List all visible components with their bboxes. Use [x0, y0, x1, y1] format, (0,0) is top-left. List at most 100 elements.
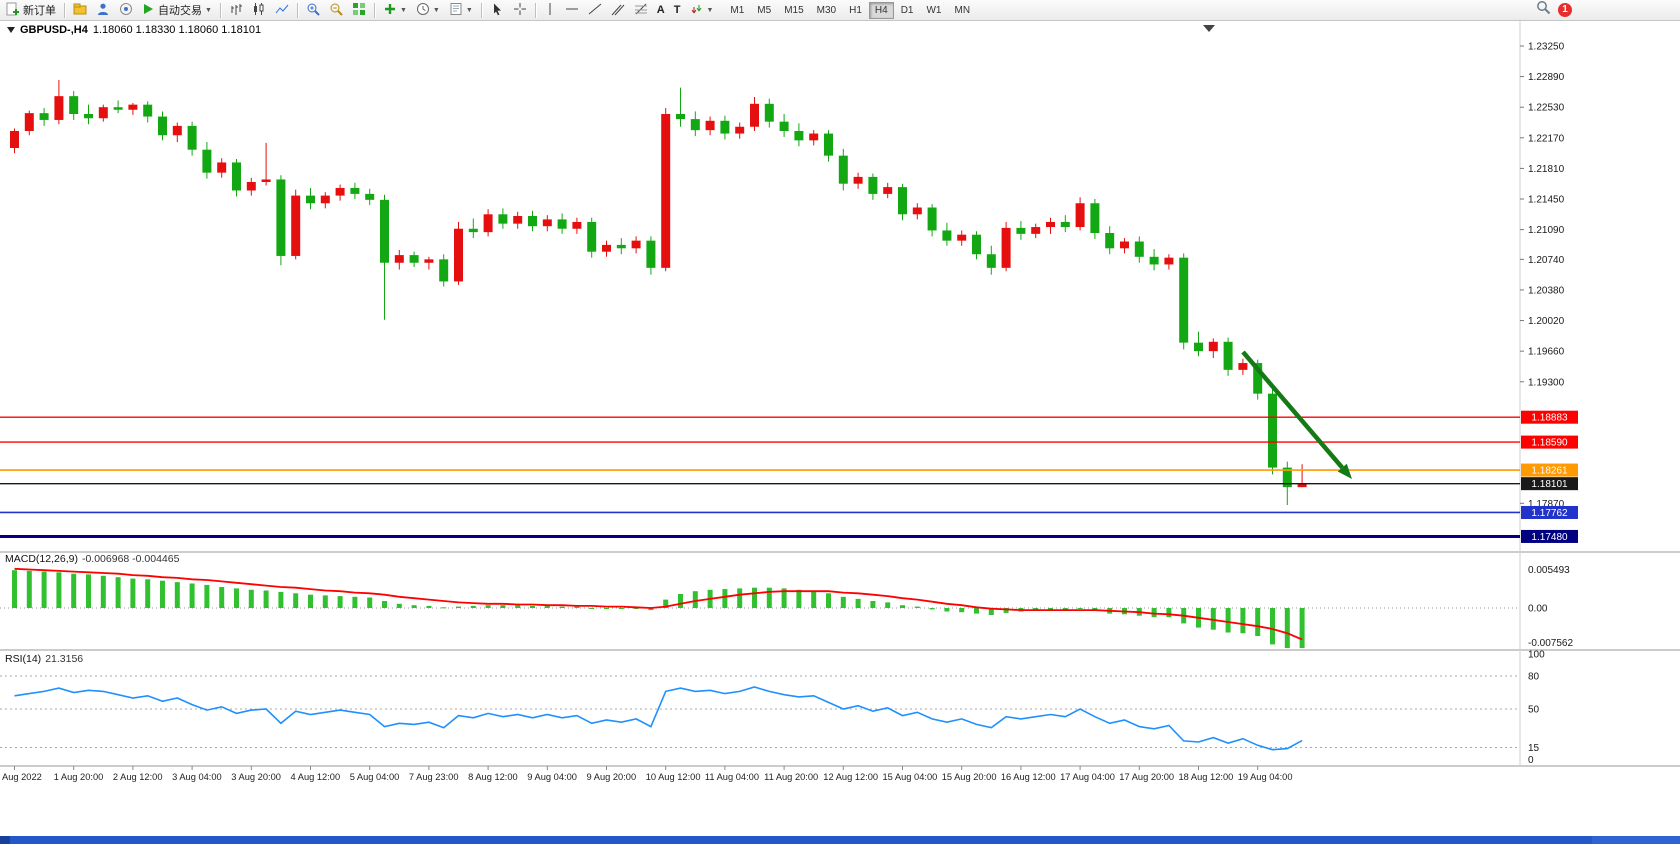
tile-windows-button[interactable] [348, 1, 370, 19]
search-icon[interactable] [1536, 0, 1551, 20]
candle [957, 230, 967, 246]
crosshair-icon [513, 2, 527, 19]
ohlc-bars-icon [229, 2, 243, 19]
text-label-tool-button[interactable]: T [670, 1, 685, 19]
cursor-tool-button[interactable] [486, 1, 508, 19]
timeframe-h1-button[interactable]: H1 [843, 2, 868, 19]
horizontal-line-tool-button[interactable] [561, 1, 583, 19]
fibonacci-tool-button[interactable] [630, 1, 652, 19]
profiles-icon [73, 2, 87, 19]
candlestick-mode-button[interactable] [248, 1, 270, 19]
time-axis-label: 9 Aug 04:00 [527, 772, 577, 782]
profiles-button[interactable] [69, 1, 91, 19]
candlestick-icon [252, 2, 266, 19]
vertical-line-tool-button[interactable] [540, 1, 560, 19]
toolbar-separator [534, 2, 536, 18]
trend-arrow-annotation[interactable] [1241, 350, 1352, 479]
line-chart-mode-button[interactable] [271, 1, 293, 19]
crosshair-tool-button[interactable] [509, 1, 531, 19]
macd-histogram-bar [604, 608, 609, 609]
notification-badge[interactable]: 1 [1558, 3, 1572, 17]
candle [498, 208, 508, 229]
chart-shift-marker[interactable] [1203, 25, 1215, 32]
price-axis-tick: 1.19660 [1528, 347, 1565, 358]
candle [84, 104, 93, 125]
zoom-out-icon [329, 2, 343, 19]
macd-histogram-bar [1077, 608, 1083, 609]
macd-name: MACD(12,26,9) [5, 553, 78, 565]
macd-histogram-bar [86, 574, 91, 608]
timeframe-m1-button[interactable]: M1 [724, 2, 750, 19]
price-axis-tick: 1.17870 [1528, 499, 1565, 510]
symbol-timeframe: GBPUSD-,H4 [20, 24, 88, 36]
macd-histogram-bar [337, 596, 343, 608]
timeframe-h4-button[interactable]: H4 [868, 1, 894, 19]
cursor-icon [490, 2, 504, 19]
candle [261, 142, 271, 186]
macd-histogram-bar [189, 583, 195, 608]
candle [54, 80, 64, 125]
price-axis-tick: 1.22170 [1528, 133, 1565, 144]
arrows-tool-button[interactable]: ▼ [685, 1, 717, 19]
arrow-symbols-icon [689, 2, 703, 19]
timeframe-m5-button[interactable]: M5 [751, 2, 777, 19]
timeframe-w1-button[interactable]: W1 [920, 2, 947, 19]
price-line-1.18261[interactable]: 1.18261 [0, 463, 1578, 477]
chevron-down-icon: ▼ [465, 6, 473, 14]
price-line-1.17762[interactable]: 1.17762 [0, 505, 1578, 519]
market-watch-button[interactable] [92, 1, 114, 19]
tile-windows-icon [352, 2, 366, 19]
price-line-1.18590[interactable]: 1.18590 [0, 435, 1578, 449]
toolbar-right: 1 [1536, 0, 1678, 20]
macd-label: MACD(12,26,9) -0.006968 -0.004465 [5, 553, 179, 565]
macd-histogram-bar [692, 591, 698, 608]
candle [483, 209, 493, 237]
timeframe-mn-button[interactable]: MN [948, 2, 976, 19]
macd-histogram-bar [1299, 608, 1305, 648]
candle [542, 215, 552, 232]
periods-button[interactable]: ▼ [412, 1, 444, 19]
price-line-1.17480[interactable]: 1.17480 [0, 529, 1578, 543]
channel-tool-button[interactable] [607, 1, 629, 19]
candle [824, 130, 833, 162]
price-line-1.18883[interactable]: 1.18883 [0, 410, 1578, 424]
macd-histogram-bar [752, 587, 757, 608]
candle [158, 111, 167, 141]
auto-trading-button[interactable]: 自动交易 ▼ [138, 1, 216, 19]
candle [631, 236, 641, 254]
candle [1120, 238, 1129, 254]
indicators-button[interactable]: ▼ [379, 1, 411, 19]
timeframe-d1-button[interactable]: D1 [895, 2, 920, 19]
price-axis-tick: 1.20380 [1528, 285, 1565, 296]
candle [1075, 197, 1085, 231]
macd-histogram-bar [1284, 608, 1290, 648]
time-axis-label: 15 Aug 20:00 [942, 772, 997, 782]
toolbar-separator [296, 2, 298, 18]
trendline-tool-button[interactable] [584, 1, 606, 19]
candle [912, 203, 922, 220]
text-tool-button[interactable]: A [653, 1, 669, 19]
price-line-1.18101[interactable]: 1.18101 [0, 477, 1578, 491]
time-axis-label: 12 Aug 12:00 [823, 772, 878, 782]
candle [424, 256, 434, 270]
taskbar-left-segment [0, 836, 10, 844]
new-order-label: 新订单 [23, 5, 56, 17]
new-order-button[interactable]: 新订单 [2, 1, 60, 19]
templates-button[interactable]: ▼ [445, 1, 477, 19]
candle [853, 172, 863, 189]
add-indicator-icon [383, 2, 397, 19]
zoom-out-button[interactable] [325, 1, 347, 19]
macd-histogram-bar [944, 608, 950, 612]
price-axis-tick: 1.20020 [1528, 316, 1565, 327]
toolbar-separator [480, 2, 482, 18]
expert-advisors-button[interactable] [115, 1, 137, 19]
ohlc-values: 1.18060 1.18330 1.18060 1.18101 [92, 24, 262, 36]
zoom-in-button[interactable] [302, 1, 324, 19]
bar-chart-mode-button[interactable] [225, 1, 247, 19]
timeframe-m15-button[interactable]: M15 [778, 2, 809, 19]
timeframe-m30-button[interactable]: M30 [811, 2, 842, 19]
macd-histogram-bar [26, 570, 32, 608]
chevron-down-icon: ▼ [399, 6, 407, 14]
